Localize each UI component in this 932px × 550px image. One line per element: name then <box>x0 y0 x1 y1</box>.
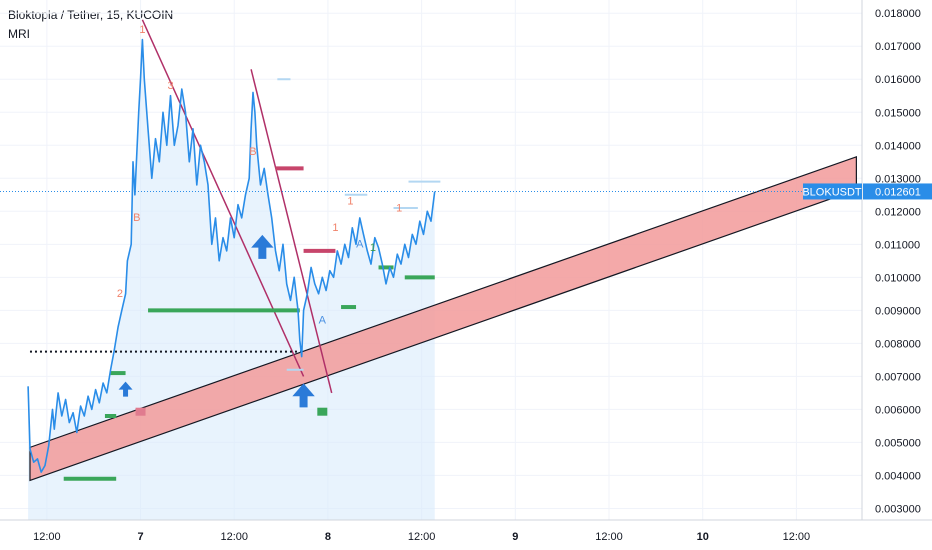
x-axis-tick-label: 12:00 <box>783 531 811 543</box>
wave-label: 1 <box>396 202 402 214</box>
up-arrow-icon <box>292 383 315 408</box>
y-axis-tick-label: 0.018000 <box>875 8 921 20</box>
up-arrow-icon <box>118 381 133 397</box>
wave-label: 1 <box>370 242 376 254</box>
wave-label: B <box>133 212 140 224</box>
marker-square <box>317 407 328 416</box>
x-axis-tick-label: 9 <box>512 531 518 543</box>
last-price-tag <box>863 183 932 200</box>
y-axis-tick-label: 0.009000 <box>875 305 921 317</box>
y-axis-tick-label: 0.005000 <box>875 437 921 449</box>
indicator-label: MRI <box>8 27 30 41</box>
x-axis-tick-label: 8 <box>325 531 331 543</box>
descending-trendline[interactable] <box>250 69 333 394</box>
up-arrow-icon <box>251 234 274 259</box>
wave-label: 2 <box>117 288 123 300</box>
y-axis-tick-label: 0.008000 <box>875 338 921 350</box>
price-area-fill <box>28 39 435 520</box>
wave-label: A <box>356 239 364 251</box>
wave-label: 1 <box>347 196 353 208</box>
wave-label: 3 <box>167 80 173 92</box>
ascending-channel[interactable] <box>29 155 857 482</box>
wave-label: B <box>249 146 256 158</box>
y-axis-tick-label: 0.014000 <box>875 140 921 152</box>
wave-label: 1 <box>332 222 338 234</box>
symbol-tag <box>803 183 862 200</box>
wave-label: 1 <box>139 24 145 36</box>
y-axis-tick-label: 0.003000 <box>875 503 921 515</box>
descending-trendline[interactable] <box>141 19 305 377</box>
y-axis-tick-label: 0.013000 <box>875 173 921 185</box>
y-axis-tick-label: 0.012000 <box>875 206 921 218</box>
price-series-line[interactable] <box>27 38 436 473</box>
last-price-tag-label: 0.012601 <box>875 186 921 198</box>
x-axis-tick-label: 12:00 <box>408 531 436 543</box>
y-axis-tick-label: 0.015000 <box>875 107 921 119</box>
y-axis-tick-label: 0.017000 <box>875 41 921 53</box>
x-axis-tick-label: 12:00 <box>33 531 61 543</box>
chart-title: Bloktopia / Tether, 15, KUCOIN <box>8 8 174 22</box>
x-axis-tick-label: 10 <box>697 531 709 543</box>
y-axis-tick-label: 0.016000 <box>875 74 921 86</box>
wave-label: A <box>319 315 327 327</box>
x-axis-tick-label: 12:00 <box>595 531 623 543</box>
x-axis-tick-label: 12:00 <box>220 531 248 543</box>
y-axis-tick-label: 0.007000 <box>875 371 921 383</box>
y-axis-tick-label: 0.011000 <box>875 239 920 251</box>
marker-square <box>135 407 146 416</box>
x-axis-tick-label: 7 <box>137 531 143 543</box>
y-axis-tick-label: 0.004000 <box>875 470 921 482</box>
symbol-tag-label: BLOKUSDT <box>802 186 862 198</box>
y-axis-tick-label: 0.010000 <box>875 272 921 284</box>
y-axis-tick-label: 0.006000 <box>875 404 921 416</box>
